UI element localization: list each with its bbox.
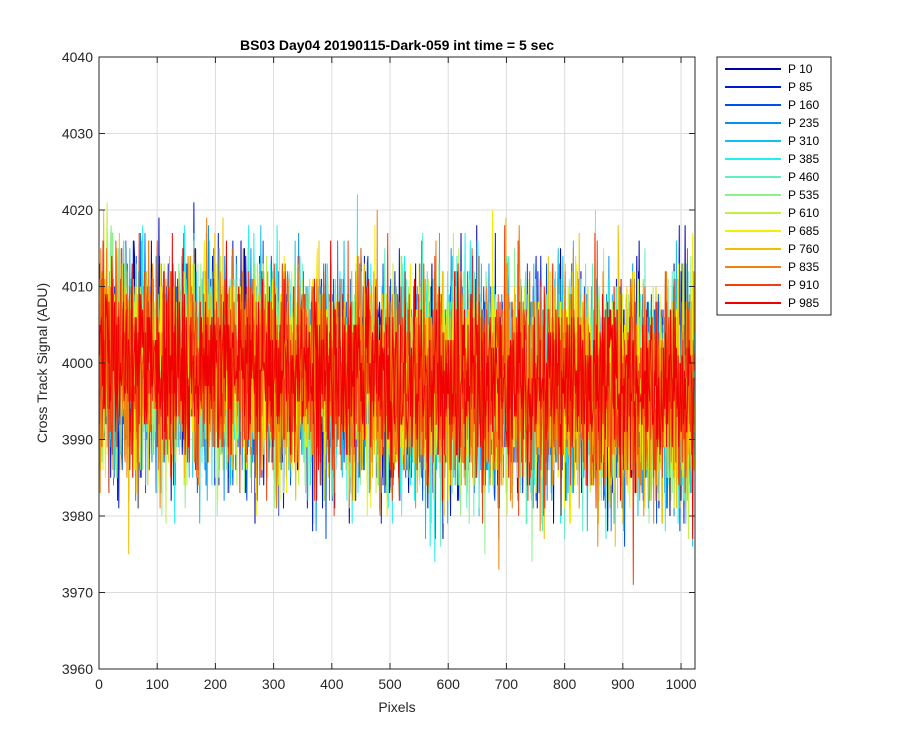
series-line (99, 232, 695, 539)
legend-label: P 610 (788, 206, 819, 220)
x-tick-label: 0 (95, 676, 103, 692)
chart-title: BS03 Day04 20190115-Dark-059 int time = … (240, 37, 554, 53)
legend-label: P 835 (788, 260, 819, 274)
ticks (98, 56, 695, 670)
x-tick-label: 900 (611, 676, 635, 692)
y-tick-label: 3970 (62, 585, 93, 601)
legend-label: P 85 (788, 80, 813, 94)
y-tick-label: 4000 (62, 355, 93, 371)
legend-label: P 985 (788, 296, 819, 310)
legend-box (716, 56, 832, 316)
x-tick-label: 600 (437, 676, 461, 692)
y-tick-labels: 3960 3970 3980 3990 4000 4010 4020 4030 4040 (62, 49, 93, 677)
legend-label: P 460 (788, 170, 819, 184)
y-tick-label: 3980 (62, 508, 93, 524)
y-tick-label: 4030 (62, 126, 93, 142)
y-tick-label: 3990 (62, 432, 93, 448)
legend-label: P 760 (788, 242, 819, 256)
x-tick-label: 100 (146, 676, 170, 692)
x-axis-label: Pixels (378, 699, 415, 715)
legend-label: P 685 (788, 224, 819, 238)
legend-label: P 535 (788, 188, 819, 202)
legend-label: P 160 (788, 98, 819, 112)
legend-label: P 910 (788, 278, 819, 292)
x-tick-labels: 0 100 200 300 400 500 600 700 800 900 1000 (95, 676, 697, 692)
legend-label: P 385 (788, 152, 819, 166)
x-tick-label: 1000 (665, 676, 696, 692)
x-tick-label: 500 (378, 676, 402, 692)
x-tick-label: 400 (320, 676, 344, 692)
series-lines (99, 194, 695, 585)
y-axis-label: Cross Track Signal (ADU) (34, 283, 50, 443)
x-tick-label: 700 (495, 676, 519, 692)
legend-label: P 310 (788, 134, 819, 148)
x-tick-label: 800 (553, 676, 577, 692)
legend-label: P 235 (788, 116, 819, 130)
y-tick-label: 4040 (62, 49, 93, 65)
x-tick-label: 200 (204, 676, 228, 692)
legend: P 10 P 85 P 160 P 235 P 310 P 385 P 460 P 535 P … (716, 56, 832, 316)
legend-label: P 10 (788, 62, 813, 76)
y-tick-label: 3960 (62, 661, 93, 677)
y-tick-label: 4010 (62, 279, 93, 295)
x-tick-label: 300 (262, 676, 286, 692)
y-tick-label: 4020 (62, 202, 93, 218)
